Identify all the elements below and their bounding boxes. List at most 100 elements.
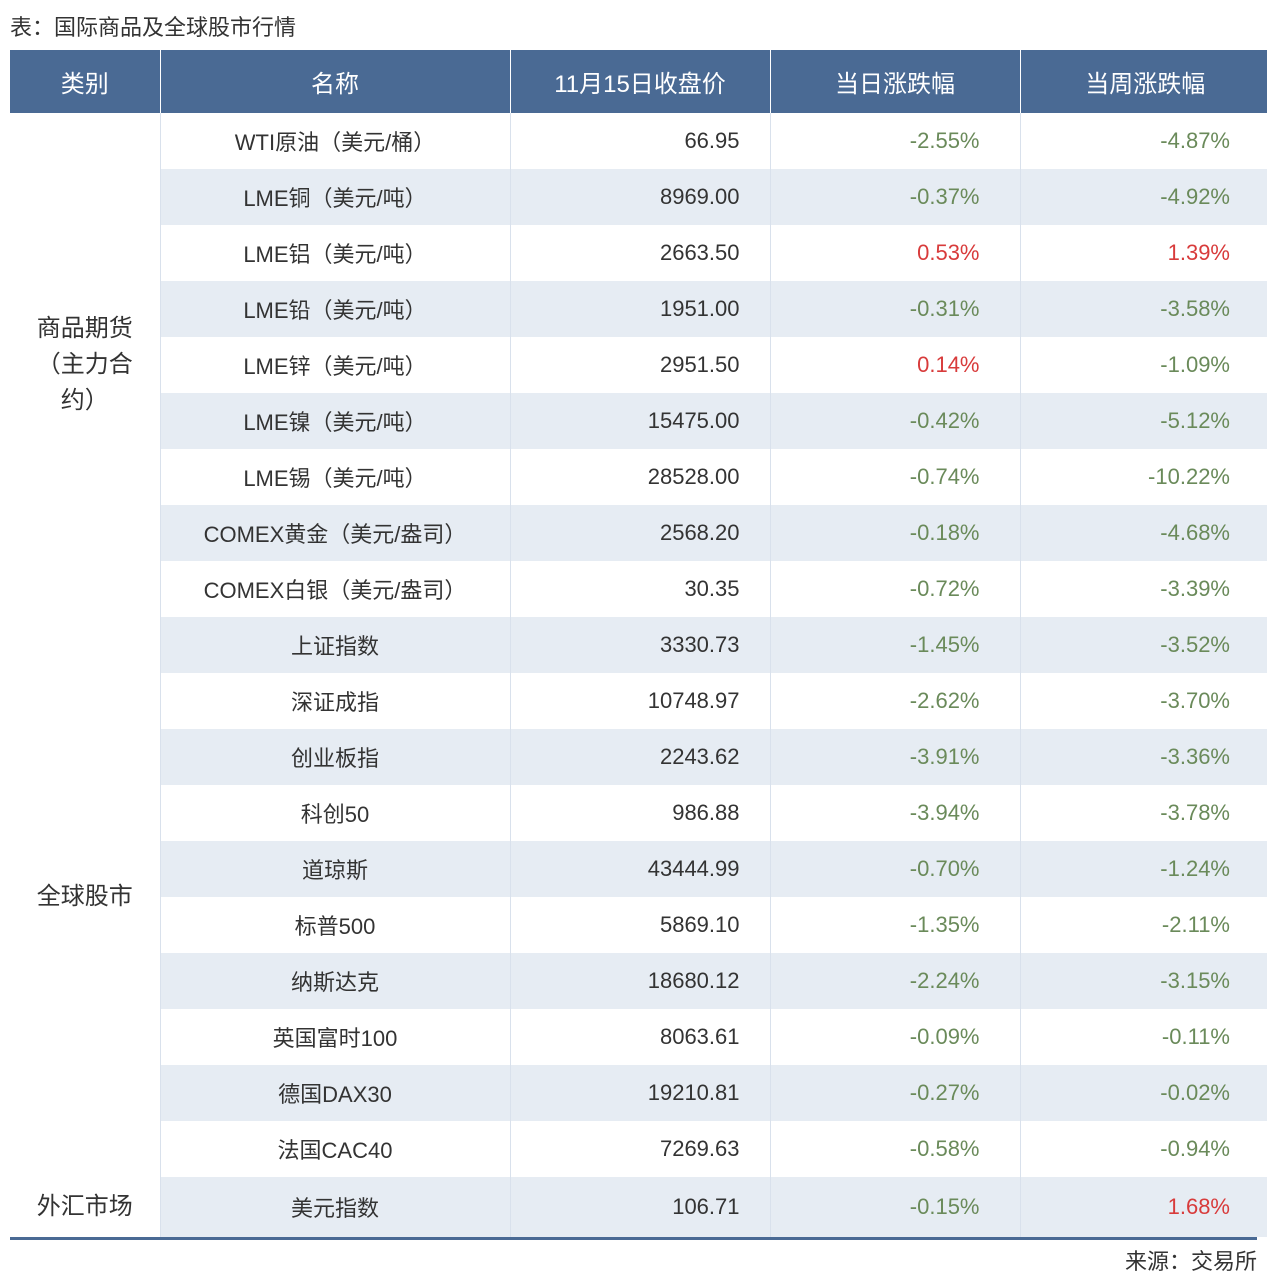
table-row: LME锡（美元/吨）28528.00-0.74%-10.22% — [10, 449, 1267, 505]
name-cell: LME锡（美元/吨） — [160, 449, 510, 505]
week-change-cell: -3.78% — [1020, 785, 1267, 841]
table-row: LME铝（美元/吨）2663.500.53%1.39% — [10, 225, 1267, 281]
name-cell: COMEX白银（美元/盎司） — [160, 561, 510, 617]
day-change-cell: -3.91% — [770, 729, 1020, 785]
table-row: 商品期货（主力合约）WTI原油（美元/桶）66.95-2.55%-4.87% — [10, 113, 1267, 169]
price-cell: 106.71 — [510, 1177, 770, 1237]
category-cell: 全球股市 — [10, 617, 160, 1177]
day-change-cell: -1.45% — [770, 617, 1020, 673]
market-table: 类别 名称 11月15日收盘价 当日涨跌幅 当周涨跌幅 商品期货（主力合约）WT… — [10, 50, 1267, 1237]
name-cell: COMEX黄金（美元/盎司） — [160, 505, 510, 561]
table-row: 德国DAX3019210.81-0.27%-0.02% — [10, 1065, 1267, 1121]
day-change-cell: -1.35% — [770, 897, 1020, 953]
table-row: 纳斯达克18680.12-2.24%-3.15% — [10, 953, 1267, 1009]
day-change-cell: -0.58% — [770, 1121, 1020, 1177]
table-row: 外汇市场美元指数106.71-0.15%1.68% — [10, 1177, 1267, 1237]
table-row: LME铅（美元/吨）1951.00-0.31%-3.58% — [10, 281, 1267, 337]
day-change-cell: -0.42% — [770, 393, 1020, 449]
name-cell: WTI原油（美元/桶） — [160, 113, 510, 169]
week-change-cell: -1.24% — [1020, 841, 1267, 897]
name-cell: 英国富时100 — [160, 1009, 510, 1065]
name-cell: 上证指数 — [160, 617, 510, 673]
name-cell: 美元指数 — [160, 1177, 510, 1237]
header-category: 类别 — [10, 50, 160, 113]
name-cell: 深证成指 — [160, 673, 510, 729]
table-row: LME锌（美元/吨）2951.500.14%-1.09% — [10, 337, 1267, 393]
category-cell: 商品期货（主力合约） — [10, 113, 160, 617]
price-cell: 19210.81 — [510, 1065, 770, 1121]
table-row: 标普5005869.10-1.35%-2.11% — [10, 897, 1267, 953]
price-cell: 28528.00 — [510, 449, 770, 505]
week-change-cell: -0.94% — [1020, 1121, 1267, 1177]
table-row: LME铜（美元/吨）8969.00-0.37%-4.92% — [10, 169, 1267, 225]
name-cell: LME镍（美元/吨） — [160, 393, 510, 449]
week-change-cell: -1.09% — [1020, 337, 1267, 393]
name-cell: 道琼斯 — [160, 841, 510, 897]
day-change-cell: -2.55% — [770, 113, 1020, 169]
name-cell: LME铜（美元/吨） — [160, 169, 510, 225]
week-change-cell: -2.11% — [1020, 897, 1267, 953]
name-cell: 标普500 — [160, 897, 510, 953]
name-cell: 纳斯达克 — [160, 953, 510, 1009]
day-change-cell: -0.70% — [770, 841, 1020, 897]
price-cell: 2951.50 — [510, 337, 770, 393]
bottom-border — [10, 1237, 1257, 1240]
source-label: 来源：交易所 — [10, 1244, 1257, 1276]
name-cell: LME锌（美元/吨） — [160, 337, 510, 393]
price-cell: 18680.12 — [510, 953, 770, 1009]
day-change-cell: -0.15% — [770, 1177, 1020, 1237]
header-name: 名称 — [160, 50, 510, 113]
day-change-cell: -3.94% — [770, 785, 1020, 841]
table-title: 表：国际商品及全球股市行情 — [10, 10, 1257, 42]
week-change-cell: -4.92% — [1020, 169, 1267, 225]
day-change-cell: 0.14% — [770, 337, 1020, 393]
week-change-cell: -3.36% — [1020, 729, 1267, 785]
price-cell: 10748.97 — [510, 673, 770, 729]
week-change-cell: -5.12% — [1020, 393, 1267, 449]
header-day-change: 当日涨跌幅 — [770, 50, 1020, 113]
week-change-cell: -10.22% — [1020, 449, 1267, 505]
price-cell: 8063.61 — [510, 1009, 770, 1065]
price-cell: 986.88 — [510, 785, 770, 841]
name-cell: 科创50 — [160, 785, 510, 841]
week-change-cell: -4.68% — [1020, 505, 1267, 561]
week-change-cell: -3.58% — [1020, 281, 1267, 337]
day-change-cell: -0.31% — [770, 281, 1020, 337]
price-cell: 5869.10 — [510, 897, 770, 953]
day-change-cell: -0.18% — [770, 505, 1020, 561]
price-cell: 3330.73 — [510, 617, 770, 673]
week-change-cell: -3.70% — [1020, 673, 1267, 729]
table-row: 英国富时1008063.61-0.09%-0.11% — [10, 1009, 1267, 1065]
header-price: 11月15日收盘价 — [510, 50, 770, 113]
price-cell: 30.35 — [510, 561, 770, 617]
day-change-cell: -0.27% — [770, 1065, 1020, 1121]
price-cell: 1951.00 — [510, 281, 770, 337]
price-cell: 66.95 — [510, 113, 770, 169]
header-row: 类别 名称 11月15日收盘价 当日涨跌幅 当周涨跌幅 — [10, 50, 1267, 113]
week-change-cell: 1.68% — [1020, 1177, 1267, 1237]
table-row: COMEX白银（美元/盎司）30.35-0.72%-3.39% — [10, 561, 1267, 617]
table-row: 全球股市上证指数3330.73-1.45%-3.52% — [10, 617, 1267, 673]
price-cell: 15475.00 — [510, 393, 770, 449]
table-row: 法国CAC407269.63-0.58%-0.94% — [10, 1121, 1267, 1177]
day-change-cell: -0.09% — [770, 1009, 1020, 1065]
table-row: 道琼斯43444.99-0.70%-1.24% — [10, 841, 1267, 897]
week-change-cell: -0.02% — [1020, 1065, 1267, 1121]
day-change-cell: -2.62% — [770, 673, 1020, 729]
day-change-cell: -0.74% — [770, 449, 1020, 505]
week-change-cell: -4.87% — [1020, 113, 1267, 169]
price-cell: 2568.20 — [510, 505, 770, 561]
price-cell: 8969.00 — [510, 169, 770, 225]
header-week-change: 当周涨跌幅 — [1020, 50, 1267, 113]
price-cell: 43444.99 — [510, 841, 770, 897]
day-change-cell: -2.24% — [770, 953, 1020, 1009]
name-cell: 德国DAX30 — [160, 1065, 510, 1121]
price-cell: 2663.50 — [510, 225, 770, 281]
price-cell: 7269.63 — [510, 1121, 770, 1177]
day-change-cell: -0.72% — [770, 561, 1020, 617]
table-row: LME镍（美元/吨）15475.00-0.42%-5.12% — [10, 393, 1267, 449]
table-row: 科创50986.88-3.94%-3.78% — [10, 785, 1267, 841]
category-cell: 外汇市场 — [10, 1177, 160, 1237]
day-change-cell: 0.53% — [770, 225, 1020, 281]
table-row: COMEX黄金（美元/盎司）2568.20-0.18%-4.68% — [10, 505, 1267, 561]
